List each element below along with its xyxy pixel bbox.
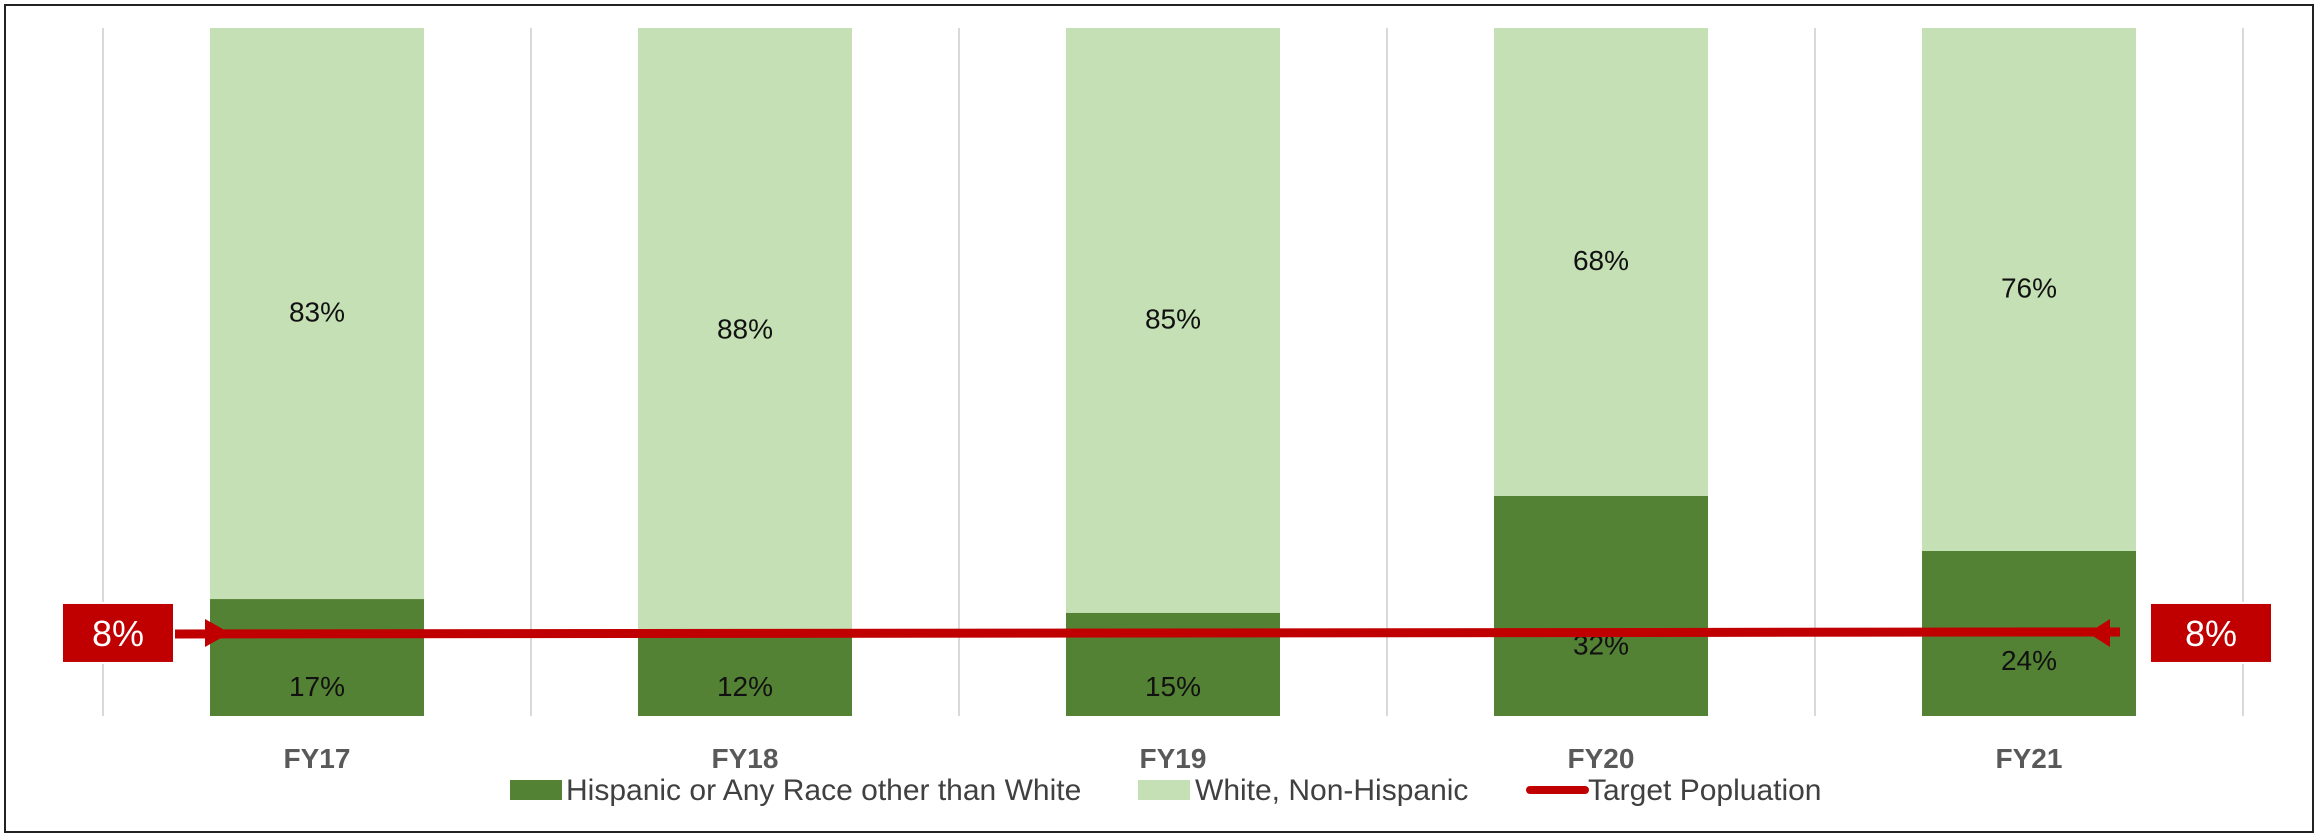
data-label: 15% (1145, 671, 1201, 702)
data-label: 68% (1573, 245, 1629, 276)
bar-segment-hispanic (1494, 495, 1708, 716)
bar-segment-white (210, 28, 424, 600)
category-label: FY17 (284, 743, 351, 774)
data-label: 24% (2001, 645, 2057, 676)
category-label: FY20 (1568, 743, 1635, 774)
gridlines (102, 28, 2244, 716)
bar-segment-hispanic (638, 633, 852, 716)
data-label: 88% (717, 314, 773, 345)
legend: Hispanic or Any Race other than White Whi… (510, 774, 1822, 807)
category-label: FY18 (712, 743, 779, 774)
bar-segment-hispanic (210, 599, 424, 716)
category-label: FY19 (1140, 743, 1207, 774)
legend-swatch-white (1138, 780, 1190, 800)
target-arrow-right (2088, 618, 2110, 647)
target-arrow-left (205, 618, 230, 647)
bar-segment-white (638, 28, 852, 634)
bar-segment-white (1922, 28, 2136, 551)
data-labels: 17%83%12%88%15%85%32%68%24%76% (289, 245, 2057, 702)
data-label: 76% (2001, 272, 2057, 303)
legend-label-hispanic: Hispanic or Any Race other than White (566, 774, 1081, 807)
target-line (174, 627, 2121, 639)
target-label-box-right (2149, 601, 2273, 664)
bar-segment-white (1066, 28, 1280, 613)
target-label-right: 8% (2185, 613, 2237, 654)
legend-swatch-hispanic (510, 780, 562, 800)
bar-segment-white (1494, 28, 1708, 496)
target-label-box-left (61, 601, 175, 664)
category-label: FY21 (1996, 743, 2063, 774)
data-label: 12% (717, 671, 773, 702)
legend-label-white: White, Non-Hispanic (1195, 774, 1468, 807)
legend-label-target: Target Popluation (1588, 774, 1822, 807)
target-label-left: 8% (92, 613, 144, 654)
data-label: 85% (1145, 303, 1201, 334)
data-label: 83% (289, 297, 345, 328)
target-line-group: 8% 8% (61, 601, 2273, 664)
bars (210, 28, 2136, 716)
data-label: 17% (289, 671, 345, 702)
category-axis: FY17 FY18 FY19 FY20 FY21 (284, 743, 2063, 774)
